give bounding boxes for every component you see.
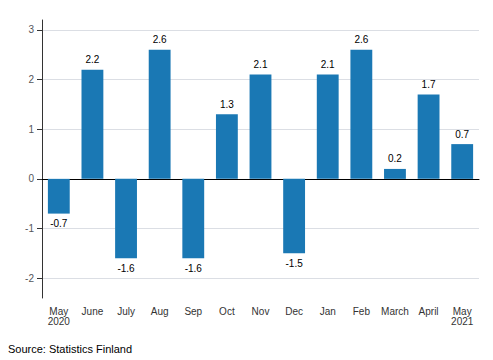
- svg-text:Aug: Aug: [151, 306, 169, 317]
- svg-text:-1.5: -1.5: [285, 258, 303, 269]
- svg-text:2020: 2020: [48, 316, 71, 327]
- svg-text:1.7: 1.7: [422, 79, 436, 90]
- svg-text:Feb: Feb: [353, 306, 371, 317]
- svg-text:April: April: [419, 306, 439, 317]
- svg-text:-1.6: -1.6: [117, 263, 135, 274]
- svg-text:March: March: [381, 306, 409, 317]
- svg-text:0.7: 0.7: [455, 129, 469, 140]
- svg-text:2: 2: [28, 74, 34, 85]
- svg-text:2.1: 2.1: [254, 59, 268, 70]
- svg-text:2.6: 2.6: [354, 34, 368, 45]
- svg-text:1.3: 1.3: [220, 99, 234, 110]
- svg-text:Nov: Nov: [252, 306, 270, 317]
- svg-text:2.1: 2.1: [321, 59, 335, 70]
- svg-text:-0.7: -0.7: [50, 218, 68, 229]
- svg-text:Dec: Dec: [285, 306, 303, 317]
- svg-text:Sep: Sep: [184, 306, 202, 317]
- svg-text:0: 0: [28, 173, 34, 184]
- svg-text:-2: -2: [25, 273, 34, 284]
- svg-text:-1: -1: [25, 223, 34, 234]
- svg-text:2021: 2021: [451, 316, 474, 327]
- svg-text:0.2: 0.2: [388, 153, 402, 164]
- svg-text:Jan: Jan: [320, 306, 336, 317]
- svg-text:Source: Statistics Finland: Source: Statistics Finland: [8, 343, 132, 355]
- svg-text:July: July: [117, 306, 135, 317]
- svg-text:June: June: [82, 306, 104, 317]
- svg-text:1: 1: [28, 124, 34, 135]
- svg-text:-1.6: -1.6: [185, 263, 203, 274]
- svg-text:3: 3: [28, 24, 34, 35]
- svg-text:May: May: [49, 305, 69, 317]
- svg-text:Oct: Oct: [219, 306, 235, 317]
- svg-text:May: May: [452, 305, 472, 317]
- svg-text:2.6: 2.6: [153, 34, 167, 45]
- svg-text:2.2: 2.2: [85, 54, 99, 65]
